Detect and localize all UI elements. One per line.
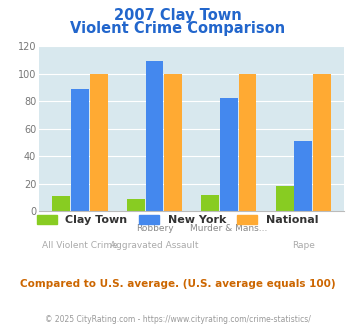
Legend: Clay Town, New York, National: Clay Town, New York, National <box>37 215 318 225</box>
Text: Aggravated Assault: Aggravated Assault <box>110 241 199 250</box>
Bar <box>313 74 331 211</box>
Text: Robbery: Robbery <box>136 224 173 233</box>
Bar <box>220 98 238 211</box>
Bar <box>71 89 89 211</box>
Bar <box>294 141 312 211</box>
Bar <box>127 199 145 211</box>
Bar <box>201 195 219 211</box>
Bar <box>164 74 182 211</box>
Bar <box>239 74 256 211</box>
Text: Violent Crime Comparison: Violent Crime Comparison <box>70 21 285 36</box>
Text: Compared to U.S. average. (U.S. average equals 100): Compared to U.S. average. (U.S. average … <box>20 279 335 289</box>
Text: All Violent Crime: All Violent Crime <box>42 241 118 250</box>
Bar <box>90 74 108 211</box>
Text: Murder & Mans...: Murder & Mans... <box>190 224 268 233</box>
Bar <box>146 61 163 211</box>
Text: Rape: Rape <box>292 241 315 250</box>
Text: © 2025 CityRating.com - https://www.cityrating.com/crime-statistics/: © 2025 CityRating.com - https://www.city… <box>45 315 310 324</box>
Bar <box>53 196 70 211</box>
Text: 2007 Clay Town: 2007 Clay Town <box>114 8 241 23</box>
Bar <box>276 186 294 211</box>
